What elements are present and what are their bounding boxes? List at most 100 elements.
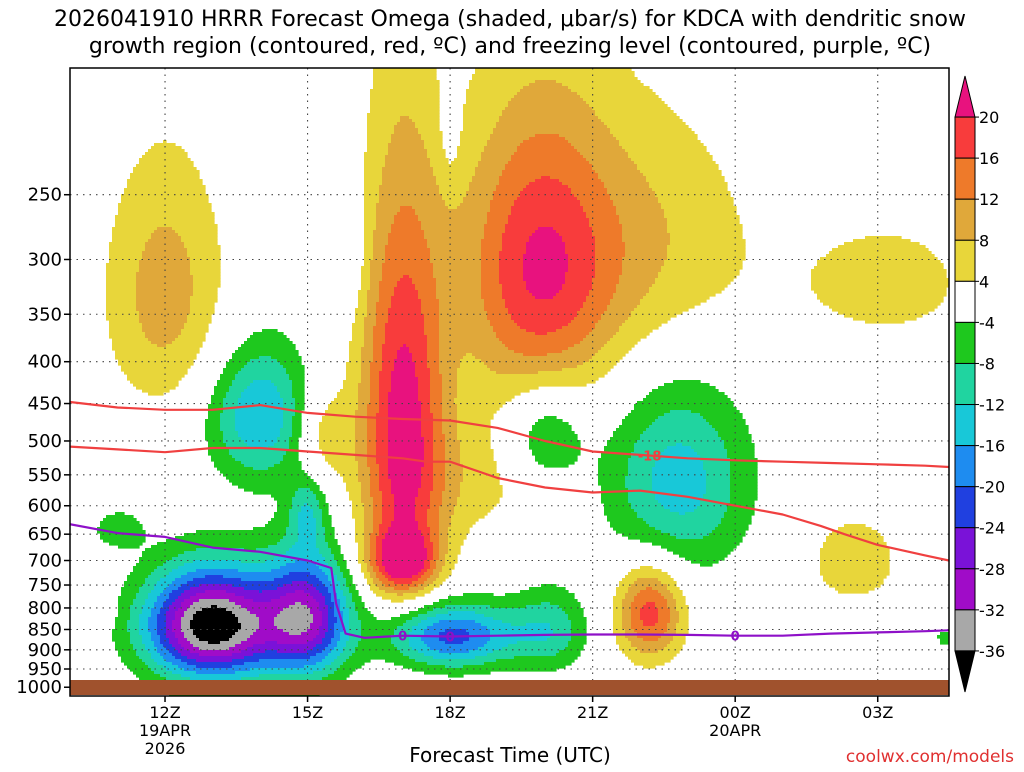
omega-cell-2717 [349,623,362,627]
omega-cell-2631 [622,614,632,618]
omega-cell-2202 [184,563,287,567]
omega-cell-2482 [439,599,578,603]
omega-cell-2135 [319,551,332,555]
omega-cell-1405 [649,425,713,429]
omega-cell-2122 [364,548,371,552]
omega-cell-2076 [439,539,449,543]
omega-cell-2254 [631,569,662,573]
omega-cell-2994 [118,653,137,657]
omega-cell-2373 [316,587,329,591]
omega-cell-1333 [664,413,701,417]
omega-cell-1649 [358,467,371,471]
omega-cell-839 [424,314,440,318]
omega-cell-1639 [544,464,569,468]
omega-cell-2581 [175,611,185,615]
omega-cell-2470 [184,599,200,603]
omega-cell-948 [112,338,149,342]
omega-cell-316 [412,206,449,210]
omega-cell-1527 [424,446,434,450]
omega-cell-1450 [367,434,377,438]
omega-cell-526 [568,254,596,258]
omega-cell-2084 [316,542,329,546]
omega-cell-1410 [280,428,293,432]
omega-cell-434 [502,236,530,240]
omega-cell-2484 [622,599,635,603]
omega-cell-1546 [433,449,446,453]
omega-cell-1805 [316,497,326,501]
omega-cell-84 [493,128,611,132]
colorbar-swatch-2 [954,157,976,200]
omega-cell-1753 [298,488,311,492]
omega-cell-488 [187,248,221,252]
omega-cell-412 [112,233,152,237]
omega-cell-2438 [625,593,638,597]
omega-cell-1096 [370,368,383,372]
omega-cell-625 [370,275,383,279]
omega-cell-2967 [619,647,638,651]
omega-cell-2597 [475,611,566,615]
omega-cell-1436 [433,431,443,435]
omega-cell-1666 [379,470,389,474]
omega-cell-2059 [628,536,677,540]
omega-cell-2628 [484,614,569,618]
omega-cell-1511 [529,443,581,447]
omega-cell-1600 [433,458,446,462]
omega-cell-1709 [358,479,371,483]
omega-cell-2881 [469,638,491,642]
omega-cell-2224 [340,566,347,570]
omega-cell-2920 [670,641,686,645]
omega-cell-2293 [421,575,431,579]
omega-cell-508 [481,251,500,255]
omega-cell-813 [580,308,608,312]
omega-cell-324 [118,209,212,213]
omega-cell-1057 [460,359,482,363]
omega-cell-1497 [208,443,227,447]
omega-cell-2120 [331,548,341,552]
omega-cell-712 [394,290,419,294]
omega-cell-1612 [328,461,359,465]
omega-cell-1244 [283,398,296,402]
omega-cell-1032 [259,356,272,360]
omega-cell-1127 [379,374,392,378]
colorbar-swatch-3 [954,198,976,241]
omega-cell-2667 [679,617,689,621]
omega-cell-2177 [445,557,458,561]
omega-cell-3000 [199,653,233,657]
omega-cell-1605 [628,458,659,462]
omega-cell-836 [367,314,377,318]
omega-cell-1361 [376,419,389,423]
omega-cell-1449 [355,434,368,438]
omega-cell-872 [514,320,572,324]
omega-cell-1737 [238,485,320,489]
omega-cell-1615 [376,461,389,465]
omega-cell-860 [628,317,671,321]
omega-cell-246 [469,185,497,189]
omega-cell-1777 [418,491,431,495]
omega-cell-1563 [424,452,434,456]
omega-cell-2061 [703,536,743,540]
omega-cell-2265 [364,572,371,576]
omega-cell-1672 [598,470,629,474]
omega-cell-1457 [529,434,578,438]
omega-cell-68 [367,122,398,126]
omega-cell-687 [652,284,728,288]
omega-cell-1210 [148,392,164,396]
omega-cell-322 [616,206,662,210]
colorbar-label-8: 8 [979,231,989,250]
omega-cell-2315 [436,578,446,582]
omega-cell-631 [499,275,524,279]
omega-cell-231 [646,179,725,183]
omega-cell-1633 [379,464,389,468]
omega-cell-2775 [283,629,308,633]
omega-cell-1151 [292,380,305,384]
omega-cell-144 [145,152,188,156]
omega-cell-1431 [355,431,368,435]
omega-cell-1534 [667,446,692,450]
omega-cell-1454 [433,434,446,438]
omega-cell-1291 [328,407,359,411]
omega-cell-735 [556,293,590,297]
omega-cell-2995 [136,653,152,657]
omega-cell-2757 [550,626,572,630]
omega-cell-2976 [190,650,242,654]
omega-cell-75 [394,125,416,129]
